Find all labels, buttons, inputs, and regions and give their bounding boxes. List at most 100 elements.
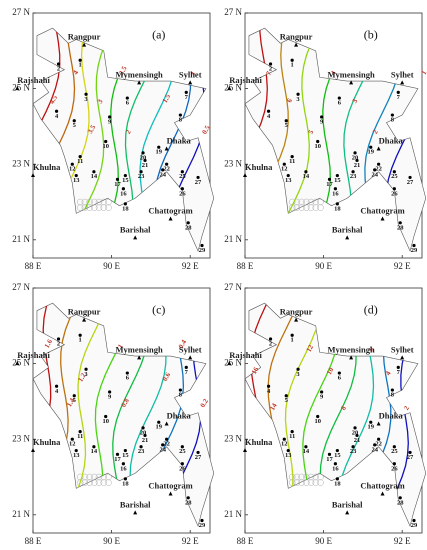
station-number: 14 — [303, 173, 310, 180]
region-marker — [133, 510, 138, 515]
panel-label: (d) — [364, 302, 378, 316]
country-outline — [244, 27, 427, 253]
contour-label: 0.4 — [177, 338, 189, 350]
mangrove — [81, 479, 89, 486]
station-number: 3 — [296, 371, 300, 378]
mangrove — [76, 473, 84, 481]
station-marker — [290, 333, 294, 337]
station-number: 15 — [122, 452, 129, 459]
mangrove — [100, 198, 107, 206]
contour-label: 2 — [402, 404, 411, 411]
station-marker — [143, 158, 147, 163]
station-marker — [121, 462, 125, 466]
station-marker — [290, 58, 294, 62]
mangrove — [76, 198, 84, 206]
mangrove — [298, 473, 305, 481]
station-number: 13 — [285, 177, 292, 184]
region-name: Chattogram — [148, 480, 192, 490]
contour-label: 14 — [268, 402, 279, 412]
station-number: 10 — [102, 418, 109, 425]
mangrove — [91, 473, 98, 481]
station-number: 11 — [77, 433, 83, 440]
lon-tick-label: 90 E — [103, 261, 120, 271]
contour-label: 16 — [250, 365, 261, 375]
station-number: 15 — [122, 177, 129, 184]
station-marker — [290, 155, 294, 159]
station-number: 4 — [267, 388, 271, 395]
region-name: Dhaka — [167, 135, 192, 145]
region-name: Dhaka — [379, 410, 404, 420]
lon-tick-label: 92 E — [394, 536, 411, 546]
mangrove — [100, 479, 107, 486]
station-marker — [125, 96, 129, 100]
region-name: Khulna — [33, 437, 61, 447]
station-marker — [268, 337, 273, 341]
station-marker — [78, 333, 82, 337]
station-number: 11 — [289, 433, 295, 440]
station-number: 29 — [199, 522, 206, 529]
station-marker — [74, 448, 78, 453]
station-marker — [104, 414, 108, 419]
mangrove — [95, 204, 103, 211]
station-number: 8 — [179, 117, 183, 124]
station-number: 22 — [375, 166, 382, 173]
station-number: 23 — [138, 173, 145, 180]
region-marker — [137, 355, 142, 360]
contour-label: 0.6 — [161, 371, 173, 383]
station-marker — [178, 388, 182, 392]
station-number: 24 — [371, 171, 378, 178]
station-number: 1 — [79, 337, 82, 344]
station-marker — [92, 170, 96, 174]
station-number: 26 — [179, 190, 186, 197]
station-marker — [335, 173, 339, 178]
region-marker — [380, 491, 385, 496]
station-number: 17 — [326, 181, 333, 188]
mangrove — [307, 479, 315, 486]
lon-tick-label: 88 E — [237, 261, 254, 271]
mangrove — [105, 479, 112, 486]
station-number: 14 — [303, 448, 310, 455]
station-number: 2 — [269, 341, 272, 348]
region-name: Chattogram — [148, 205, 192, 215]
region-name: Rangpur — [68, 307, 101, 317]
region-marker — [227, 361, 232, 366]
station-marker — [180, 187, 184, 191]
station-number: 25 — [391, 173, 398, 180]
map-panel: 1614121086421234567891011121314151617181… — [224, 282, 427, 546]
region-marker — [349, 355, 354, 360]
contour-label: 1.2 — [76, 371, 88, 383]
station-marker — [320, 115, 324, 119]
mangrove — [95, 473, 103, 481]
station-number: 28 — [185, 224, 192, 231]
region-marker — [243, 447, 247, 452]
station-marker — [56, 62, 61, 66]
station-number: 25 — [391, 448, 398, 455]
region-marker — [188, 80, 193, 85]
mangrove — [293, 479, 301, 486]
region-name: Khulna — [33, 162, 61, 172]
station-marker — [161, 168, 165, 172]
station-number: 9 — [320, 118, 324, 125]
region-marker — [15, 361, 20, 366]
station-number: 29 — [199, 247, 206, 254]
station-number: 6 — [126, 375, 130, 382]
station-marker — [335, 477, 339, 481]
mangrove — [76, 204, 84, 211]
station-number: 16 — [332, 465, 339, 472]
contour-label: 4 — [384, 369, 393, 376]
station-number: 10 — [102, 143, 109, 150]
lat-tick-label: 21 N — [12, 234, 30, 244]
station-number: 19 — [156, 149, 163, 156]
station-number: 16 — [120, 190, 127, 197]
station-marker — [390, 113, 394, 117]
lat-tick-label: 25 N — [224, 83, 242, 93]
lon-tick-label: 92 E — [182, 536, 199, 546]
station-marker — [353, 426, 357, 430]
lat-tick-label: 23 N — [224, 433, 242, 443]
station-marker — [408, 175, 412, 180]
lat-tick-label: 21 N — [224, 234, 242, 244]
region-name: Rangpur — [68, 32, 101, 42]
region-marker — [243, 172, 247, 177]
mangrove — [312, 473, 319, 481]
region-marker — [376, 146, 381, 151]
